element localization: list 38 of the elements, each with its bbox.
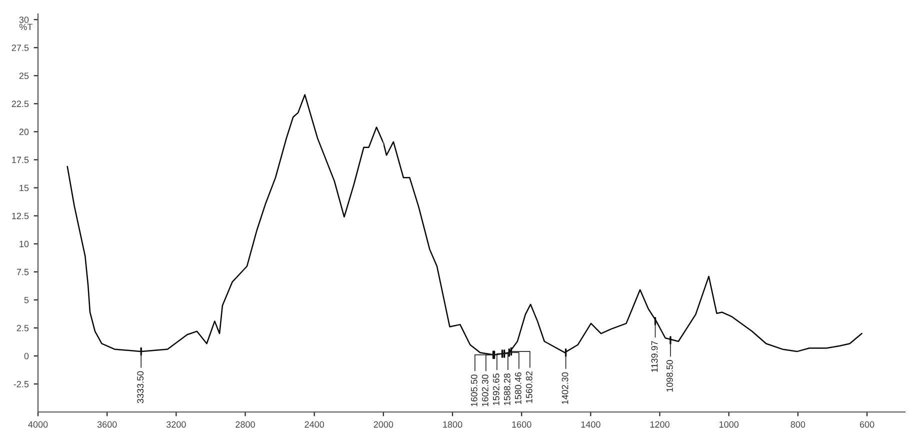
annotation: 1402.30 — [562, 372, 568, 404]
y-tick-label: 7.5 — [16, 268, 29, 276]
x-tick-label: 1800 — [443, 421, 462, 428]
y-tick-label: 30 — [19, 16, 29, 23]
annotation: 1098.50 — [666, 360, 673, 392]
x-tick-label: 3200 — [166, 421, 186, 428]
y-tick-label: 10 — [20, 240, 29, 248]
x-tick-label: 4000 — [28, 421, 48, 428]
x-tick-label: 1400 — [581, 421, 600, 428]
y-tick-label: 2.5 — [16, 324, 29, 332]
y-tick-label: 27.5 — [12, 44, 29, 51]
y-tick-label: 17.5 — [12, 156, 29, 164]
annotation: 3333.50 — [137, 371, 144, 404]
y-tick-label: 15 — [20, 184, 29, 192]
annotation: 1560.82 — [526, 371, 532, 403]
y-tick-label: 20 — [19, 128, 29, 136]
y-tick-label: 25 — [19, 72, 29, 80]
x-tick-label: 1200 — [650, 421, 670, 428]
y-tick-label: 12.5 — [12, 212, 29, 220]
x-tick-label: 3600 — [97, 421, 117, 428]
x-tick-label: 1600 — [512, 421, 532, 428]
x-tick-label: 2400 — [304, 421, 324, 428]
annotation: 1588.28 — [504, 374, 510, 406]
y-axis-title: %T — [19, 24, 32, 30]
x-tick-label: 800 — [790, 421, 806, 428]
y-tick-label: 5 — [24, 296, 29, 304]
annotation: 1605.50 — [470, 374, 478, 406]
x-tick-label: 600 — [860, 421, 874, 428]
annotation: 1592.65 — [492, 374, 500, 406]
x-tick-label: 2000 — [374, 421, 394, 428]
annotation: 1139.97 — [651, 341, 658, 372]
y-tick-label: 0 — [24, 352, 29, 360]
y-tick-label: -2.5 — [14, 380, 29, 388]
annotation: 1580.46 — [514, 372, 522, 404]
x-tick-label: 2800 — [236, 421, 255, 428]
x-tick-label: 1000 — [719, 421, 739, 428]
annotation: 1602.30 — [482, 374, 488, 406]
y-tick-label: 22.5 — [12, 100, 29, 108]
